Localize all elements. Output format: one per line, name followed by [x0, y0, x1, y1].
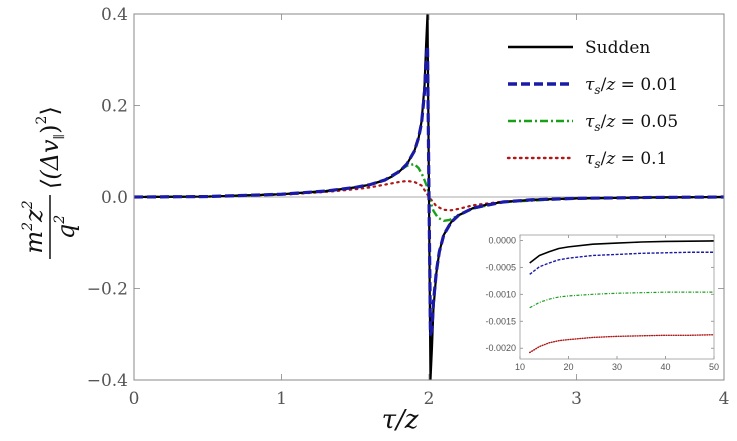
- series-line-Sudden: [529, 240, 714, 264]
- x-tick-label: 3: [571, 389, 582, 409]
- legend-item-tau0-01: τs/z = 0.01: [508, 75, 678, 97]
- inset-y-axis: 0.0000 -0.0005 -0.0010 -0.0015 -0.0020: [485, 235, 714, 353]
- legend-label: τs/z = 0.01: [585, 75, 678, 97]
- x-tick-label: 1: [276, 389, 287, 409]
- svg-text:q2: q2: [52, 215, 80, 239]
- svg-text:m2z2: m2z2: [20, 200, 48, 253]
- series-line-tau0-01: [134, 44, 724, 336]
- legend-item-Sudden: Sudden: [508, 38, 650, 58]
- inset-series-group: [529, 240, 714, 354]
- y-tick-label: 0.0000: [488, 235, 516, 245]
- y-axis-label: m2z2 q2 ⟨(Δv∥)2⟩: [20, 106, 80, 259]
- inset-frame: [519, 234, 715, 360]
- x-tick-label: 4: [719, 389, 730, 409]
- legend-label: τs/z = 0.05: [585, 112, 678, 134]
- y-tick-label: -0.0010: [485, 289, 516, 299]
- x-tick-label: 40: [660, 362, 670, 372]
- y-tick-label: −0.2: [87, 280, 128, 300]
- main-plot: 0 1 2 3 4 −0.4 −0.2 0.0 0.2 0.4: [87, 5, 730, 409]
- legend-label: τs/z = 0.1: [585, 149, 667, 171]
- svg-text:τ/z: τ/z: [382, 405, 419, 435]
- legend-item-tau0-05: τs/z = 0.05: [508, 112, 678, 134]
- inset-plot: 10 20 30 40 50 0.0000 -0.0005 -0.0010 -0.0015 -0…: [478, 229, 719, 372]
- legend-label: Sudden: [585, 38, 650, 58]
- x-tick-label: 10: [515, 362, 525, 372]
- y-tick-label: 0.2: [101, 97, 128, 117]
- y-tick-label: 0.4: [101, 5, 128, 25]
- svg-text:⟨(Δv∥)2⟩: ⟨(Δv∥)2⟩: [34, 106, 66, 189]
- series-line-tau0-01: [529, 251, 714, 275]
- y-tick-label: 0.0: [101, 188, 128, 208]
- y-tick-label: -0.0020: [485, 343, 516, 353]
- y-tick-label: −0.4: [87, 371, 128, 391]
- x-tick-label: 0: [129, 389, 140, 409]
- series-group: [134, 14, 724, 380]
- y-tick-label: -0.0005: [485, 262, 516, 272]
- legend-item-tau0-1: τs/z = 0.1: [506, 149, 667, 171]
- series-line-tau0-1: [529, 334, 714, 354]
- inset-x-axis: 10 20 30 40 50: [515, 235, 719, 372]
- x-tick-label: 2: [424, 389, 435, 409]
- x-tick-label: 30: [612, 362, 622, 372]
- x-tick-label: 20: [563, 362, 573, 372]
- x-axis-label: τ/z: [382, 405, 419, 435]
- series-line-tau0-05: [529, 291, 714, 309]
- plot-frame: [133, 13, 725, 381]
- legend: Sudden τs/z = 0.01 τs/z = 0.05 τs/z = 0.1: [506, 38, 678, 171]
- x-tick-label: 50: [709, 362, 719, 372]
- y-tick-label: -0.0015: [485, 316, 516, 326]
- inset-background: [478, 229, 718, 372]
